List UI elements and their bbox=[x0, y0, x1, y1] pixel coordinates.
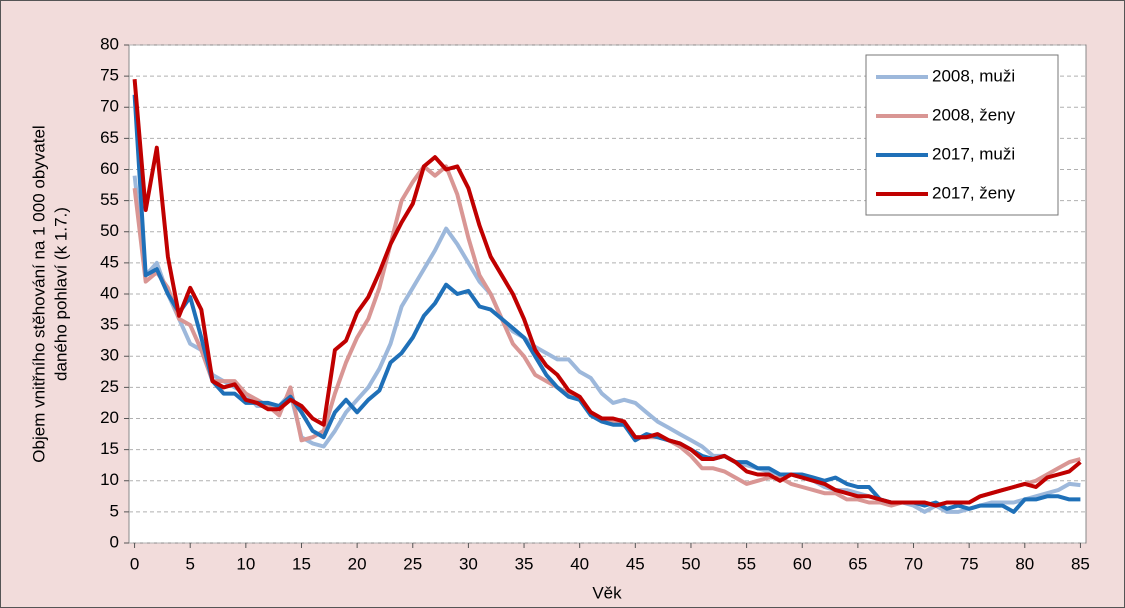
y-tick-label: 15 bbox=[100, 439, 119, 458]
x-tick-label: 10 bbox=[236, 554, 255, 573]
x-tick-label: 65 bbox=[848, 554, 867, 573]
x-tick-label: 75 bbox=[960, 554, 979, 573]
y-tick-label: 45 bbox=[100, 252, 119, 271]
y-tick-label: 35 bbox=[100, 315, 119, 334]
x-tick-label: 50 bbox=[681, 554, 700, 573]
y-tick-label: 55 bbox=[100, 190, 119, 209]
y-tick-label: 10 bbox=[100, 470, 119, 489]
x-tick-label: 60 bbox=[793, 554, 812, 573]
x-axis-title: Věk bbox=[592, 583, 622, 602]
x-tick-label: 80 bbox=[1015, 554, 1034, 573]
legend-label: 2017, ženy bbox=[932, 183, 1016, 202]
legend-label: 2008, muži bbox=[932, 66, 1015, 85]
y-tick-label: 60 bbox=[100, 159, 119, 178]
legend-box bbox=[865, 54, 1059, 216]
y-tick-label: 40 bbox=[100, 283, 119, 302]
y-axis-title: Objem vnitřního stěhování na 1 000 obyva… bbox=[29, 125, 70, 462]
y-tick-label: 5 bbox=[110, 501, 119, 520]
x-tick-label: 40 bbox=[570, 554, 589, 573]
x-tick-label: 45 bbox=[626, 554, 645, 573]
y-tick-label: 65 bbox=[100, 128, 119, 147]
y-tick-label: 75 bbox=[100, 66, 119, 85]
x-tick-label: 35 bbox=[515, 554, 534, 573]
x-tick-label: 85 bbox=[1071, 554, 1090, 573]
y-axis-title-line: daného pohlaví (k 1.7.) bbox=[51, 207, 70, 381]
x-tick-label: 0 bbox=[130, 554, 139, 573]
y-tick-label: 80 bbox=[100, 34, 119, 53]
y-tick-label: 50 bbox=[100, 221, 119, 240]
series-line bbox=[132, 79, 1082, 508]
legend-label: 2008, ženy bbox=[932, 105, 1016, 124]
y-tick-label: 20 bbox=[100, 408, 119, 427]
y-tick-label: 0 bbox=[110, 532, 119, 551]
x-tick-label: 5 bbox=[185, 554, 194, 573]
x-tick-label: 25 bbox=[403, 554, 422, 573]
x-tick-label: 70 bbox=[904, 554, 923, 573]
legend-label: 2017, muži bbox=[932, 144, 1015, 163]
x-tick-label: 30 bbox=[459, 554, 478, 573]
x-tick-label: 20 bbox=[348, 554, 367, 573]
x-tick-label: 15 bbox=[292, 554, 311, 573]
y-tick-label: 25 bbox=[100, 377, 119, 396]
y-axis-title-line: Objem vnitřního stěhování na 1 000 obyva… bbox=[29, 125, 48, 462]
y-tick-label: 70 bbox=[100, 97, 119, 116]
legend: 2008, muži 2008, ženy 2017, muži 2017, ženy bbox=[865, 54, 1059, 216]
y-tick-label: 30 bbox=[100, 346, 119, 365]
x-tick-label: 55 bbox=[737, 554, 756, 573]
